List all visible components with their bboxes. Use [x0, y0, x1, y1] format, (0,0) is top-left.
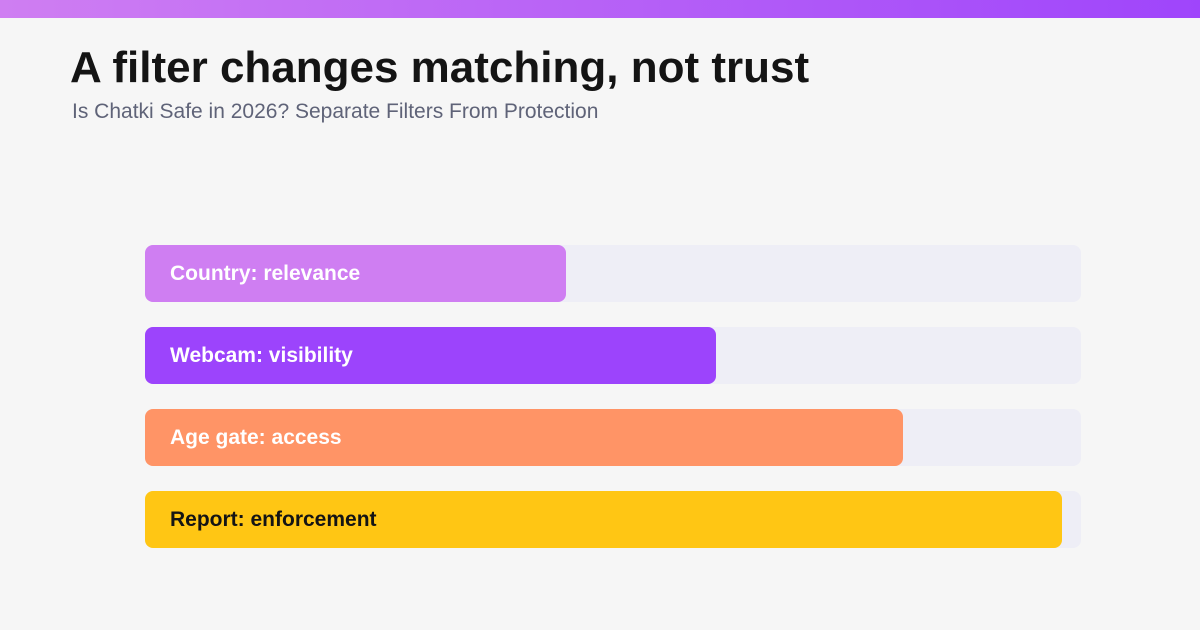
bar-chart: Country: relevance Webcam: visibility Age … [145, 245, 1081, 573]
bar [145, 491, 1062, 548]
bar [145, 327, 716, 384]
bar-track: Age gate: access [145, 409, 1081, 466]
bar-label: Age gate: access [170, 426, 342, 449]
bar-track: Country: relevance [145, 245, 1081, 302]
page-subtitle: Is Chatki Safe in 2026? Separate Filters… [72, 100, 599, 123]
bar-label: Country: relevance [170, 262, 361, 285]
bar-track: Report: enforcement [145, 491, 1081, 548]
bar-label: Webcam: visibility [170, 344, 353, 367]
bar-label: Report: enforcement [170, 508, 377, 531]
top-accent-bar [0, 0, 1200, 18]
bar-track: Webcam: visibility [145, 327, 1081, 384]
bar [145, 409, 903, 466]
bar [145, 245, 566, 302]
page-title: A filter changes matching, not trust [70, 43, 810, 92]
